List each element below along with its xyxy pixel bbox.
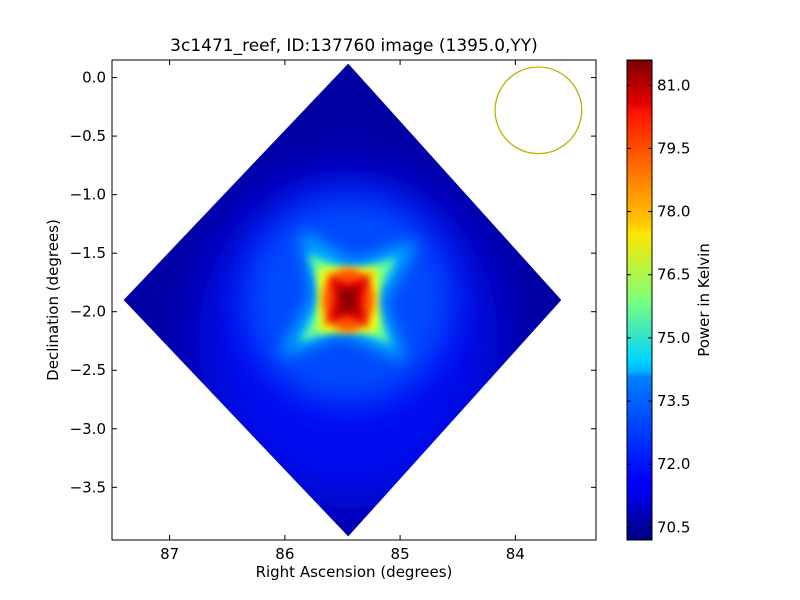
x-tick-label: 87 (160, 545, 179, 563)
y-tick-label: −3.0 (70, 420, 106, 438)
colorbar-tick-label: 73.5 (657, 392, 690, 410)
y-axis-label: Declination (degrees) (44, 219, 62, 381)
y-tick-label: −1.0 (70, 186, 106, 204)
heatmap-peak (332, 280, 365, 320)
x-tick-label: 84 (506, 545, 525, 563)
colorbar-tick-label: 81.0 (657, 76, 690, 94)
y-tick-label: −2.5 (70, 361, 106, 379)
y-tick-label: −0.5 (70, 127, 106, 145)
colorbar-tick-label: 78.0 (657, 203, 690, 221)
y-tick-label: −1.5 (70, 244, 106, 262)
plot-area-frame (111, 59, 597, 541)
x-tick-label: 86 (275, 545, 294, 563)
colorbar-tick-label: 76.5 (657, 266, 690, 284)
chart-title: 3c1471_reef, ID:137760 image (1395.0,YY) (170, 36, 538, 56)
beam-circle (494, 66, 583, 155)
colorbar-tick-label: 75.0 (657, 329, 690, 347)
colorbar-label: Power in Kelvin (695, 243, 713, 357)
colorbar (626, 59, 653, 541)
y-tick-label: −3.5 (70, 478, 106, 496)
y-tick-label: −2.0 (70, 303, 106, 321)
heatmap-image (123, 63, 562, 537)
colorbar-tick-label: 70.5 (657, 518, 690, 536)
x-axis: 87 86 85 84 (160, 60, 525, 563)
y-axis: 0.0 −0.5 −1.0 −1.5 −2.0 −2.5 −3.0 −3.5 (70, 69, 596, 496)
colorbar-ticks: 81.0 79.5 78.0 76.5 75.0 73.5 72.0 70.5 (627, 76, 690, 536)
colorbar-tick-label: 72.0 (657, 455, 690, 473)
x-tick-label: 85 (391, 545, 410, 563)
y-tick-label: 0.0 (82, 69, 106, 87)
colorbar-tick-label: 79.5 (657, 139, 690, 157)
x-axis-label: Right Ascension (degrees) (256, 563, 453, 581)
